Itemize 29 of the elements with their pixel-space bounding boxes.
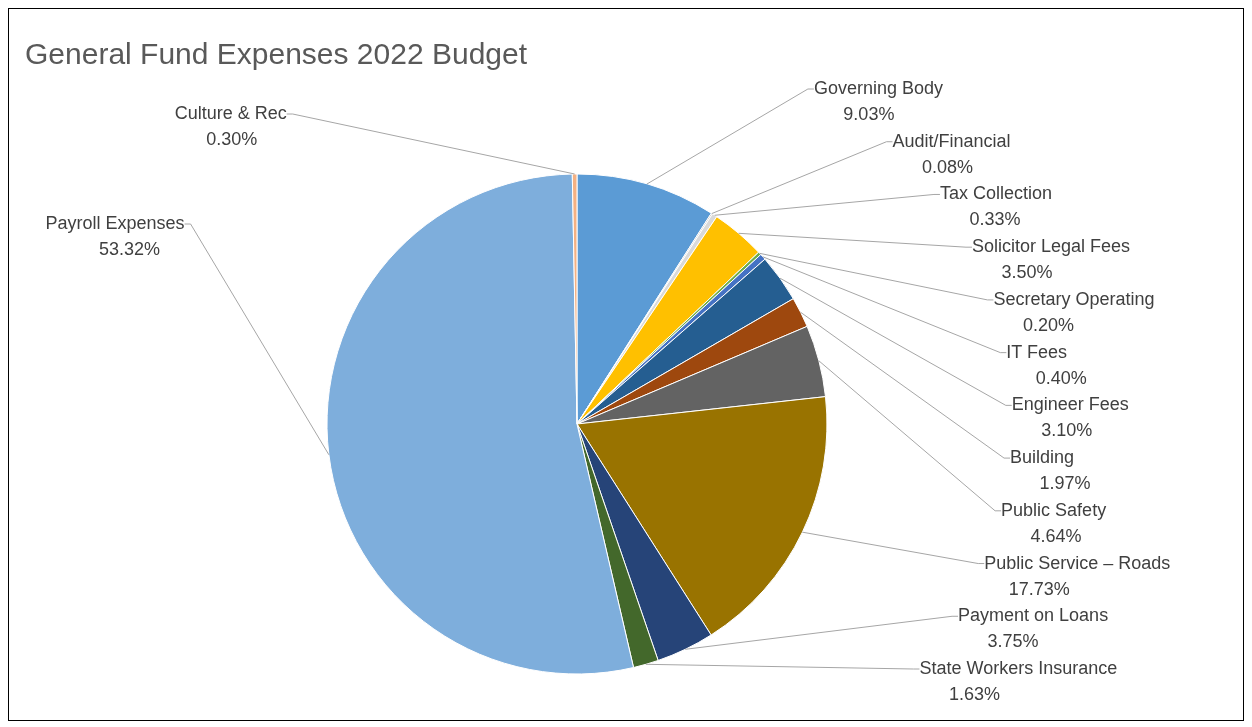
data-label: 3.50% bbox=[1001, 262, 1053, 283]
slice-label: Secretary Operating bbox=[993, 288, 1155, 309]
data-label: 1.63% bbox=[948, 684, 1000, 704]
slice-label: Governing Body bbox=[813, 78, 943, 98]
data-label: 53.32% bbox=[99, 239, 161, 259]
slice-label: IT Fees bbox=[1006, 341, 1068, 362]
slice-label: State Workers Insurance bbox=[919, 658, 1118, 678]
slice-label: Audit/Financial bbox=[892, 130, 1011, 151]
data-label: 0.40% bbox=[1035, 367, 1087, 388]
data-label: 17.73% bbox=[1008, 578, 1070, 599]
slice-label: Public Safety bbox=[1001, 499, 1107, 520]
slice-label: Solicitor Legal Fees bbox=[971, 236, 1131, 257]
slice-label: Culture & Rec bbox=[174, 103, 287, 123]
data-label: 3.75% bbox=[987, 631, 1039, 652]
chart-title: General Fund Expenses 2022 Budget bbox=[25, 37, 528, 71]
data-label: 0.33% bbox=[969, 209, 1021, 230]
slice-label: Tax Collection bbox=[939, 183, 1052, 204]
data-label: 0.30% bbox=[206, 129, 258, 149]
slice-label: Payroll Expenses bbox=[45, 213, 185, 233]
data-label: 9.03% bbox=[843, 104, 895, 124]
data-label: 4.64% bbox=[1030, 525, 1082, 546]
data-label: 3.10% bbox=[1041, 420, 1093, 441]
data-label: 1.97% bbox=[1039, 473, 1091, 494]
data-label: 0.08% bbox=[921, 156, 973, 177]
slice-label: Building bbox=[1010, 447, 1075, 468]
slice-label: Payment on Loans bbox=[958, 605, 1109, 626]
slice-label: Public Service – Roads bbox=[984, 552, 1171, 573]
slice-label: Engineer Fees bbox=[1011, 394, 1129, 415]
data-label: 0.20% bbox=[1022, 314, 1074, 335]
